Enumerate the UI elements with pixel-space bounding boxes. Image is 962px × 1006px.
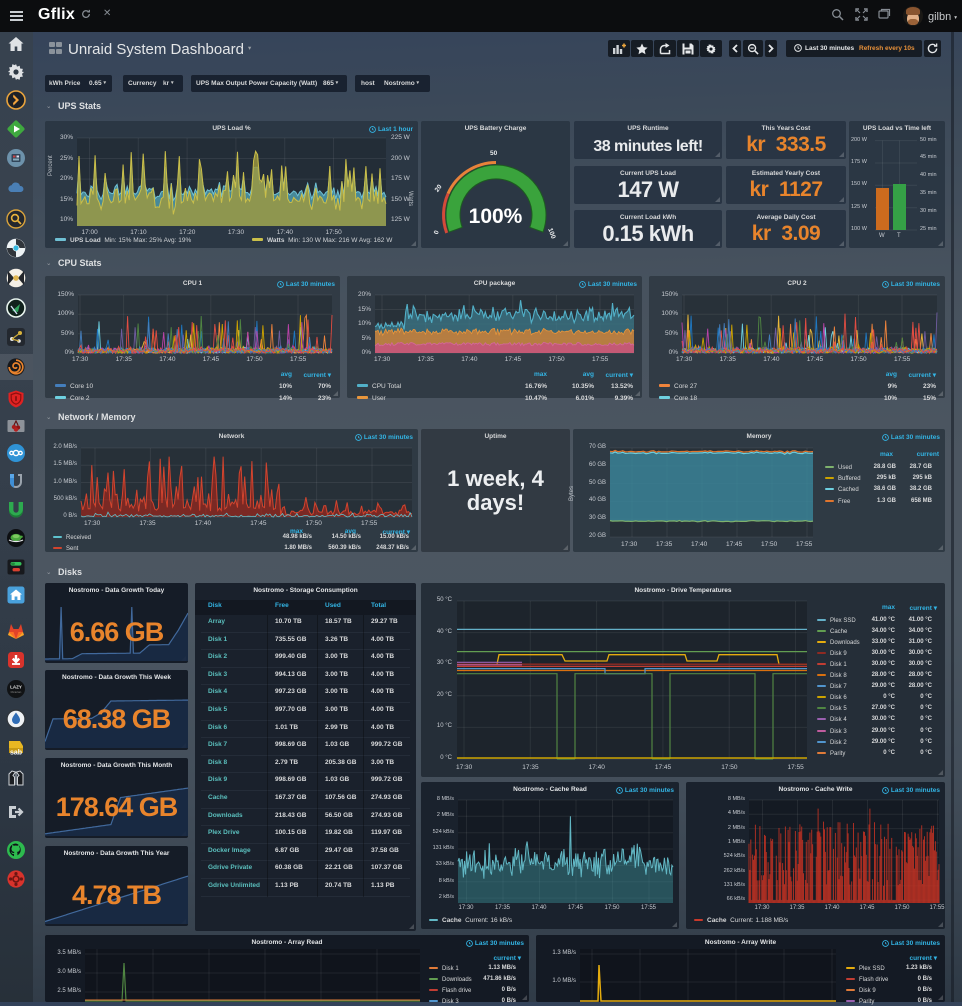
- svg-text:sab: sab: [10, 750, 22, 757]
- svg-text:librarian: librarian: [11, 690, 22, 694]
- svg-text:LAZY: LAZY: [10, 685, 22, 690]
